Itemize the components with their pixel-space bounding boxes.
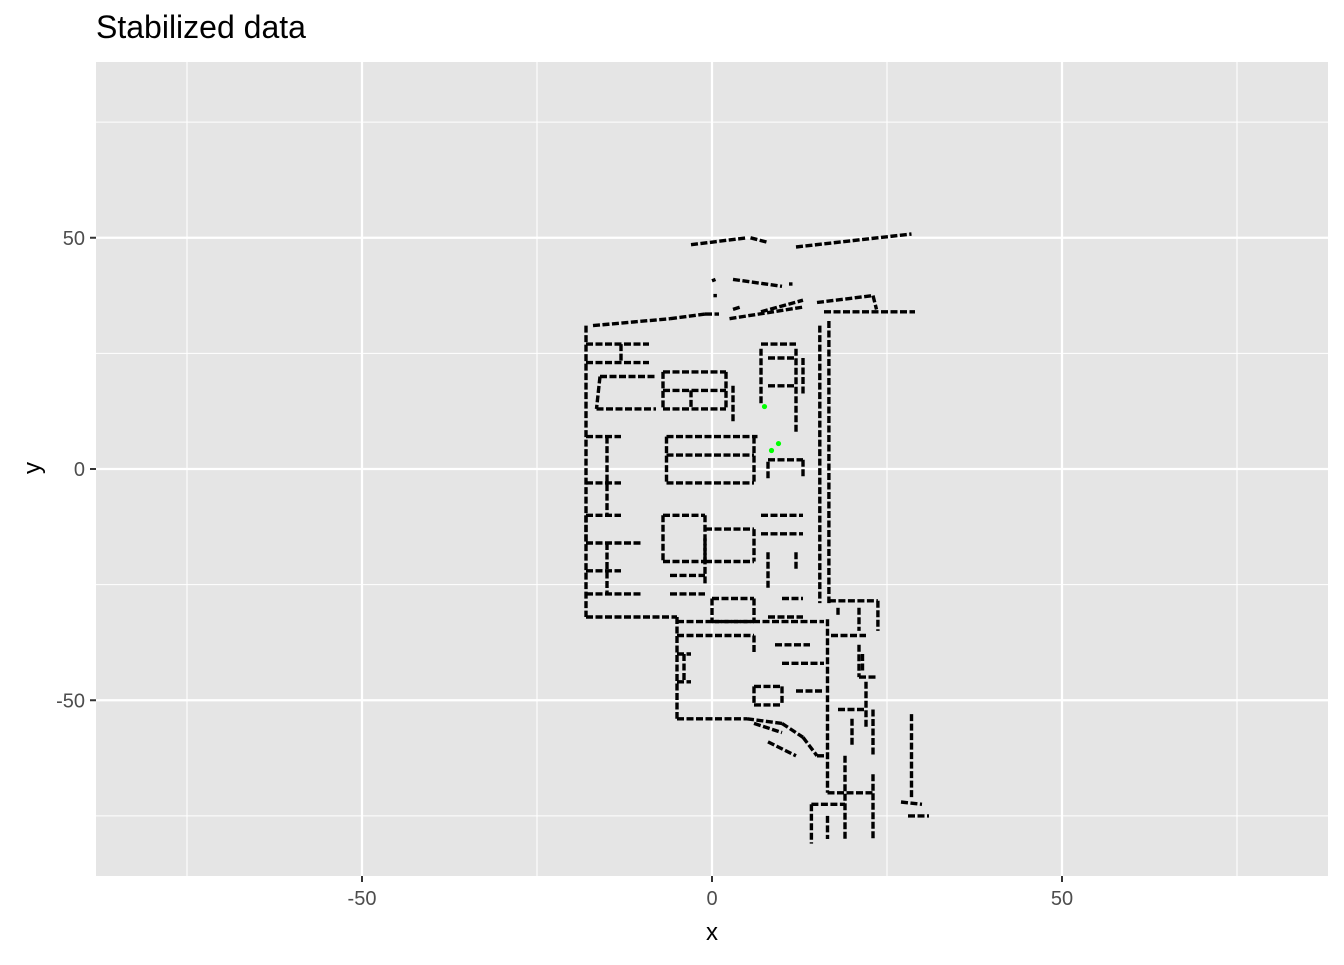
gridlines bbox=[96, 62, 1328, 876]
floorplan-point-trace bbox=[750, 236, 769, 245]
floorplan-point-trace bbox=[801, 736, 819, 757]
floorplan-point-trace bbox=[767, 740, 797, 758]
data-marks bbox=[584, 232, 929, 844]
floorplan-point-trace bbox=[729, 305, 804, 321]
floorplan-point-trace bbox=[732, 305, 741, 312]
floorplan-point-trace bbox=[669, 312, 706, 321]
axes: -50 0 50 -50 0 50 bbox=[56, 228, 1073, 910]
floorplan-point-trace bbox=[760, 298, 804, 314]
y-tick-label: 0 bbox=[74, 459, 85, 481]
x-tick-label: 0 bbox=[706, 888, 717, 910]
floorplan-point-trace bbox=[753, 721, 783, 735]
x-tick-label: 50 bbox=[1051, 888, 1073, 910]
floorplan-point-trace bbox=[781, 721, 804, 739]
floorplan-point-trace bbox=[746, 717, 783, 726]
floorplan-point-trace bbox=[900, 800, 923, 806]
highlight-point bbox=[768, 447, 775, 454]
y-tick-label: -50 bbox=[56, 690, 85, 712]
x-tick-label: -50 bbox=[348, 888, 377, 910]
highlight-point bbox=[775, 440, 782, 447]
highlight-point bbox=[761, 403, 768, 410]
chart-title: Stabilized data bbox=[96, 9, 306, 45]
floorplan-point-trace bbox=[711, 277, 717, 283]
floorplan-point-trace bbox=[732, 277, 783, 288]
x-axis-title: x bbox=[706, 919, 718, 946]
floorplan-point-trace bbox=[795, 232, 912, 249]
floorplan-point-trace bbox=[592, 317, 671, 328]
y-axis-title: y bbox=[19, 462, 46, 474]
floorplan-point-trace bbox=[594, 376, 602, 410]
floorplan-point-trace bbox=[871, 295, 879, 310]
y-tick-label: 50 bbox=[63, 228, 85, 250]
